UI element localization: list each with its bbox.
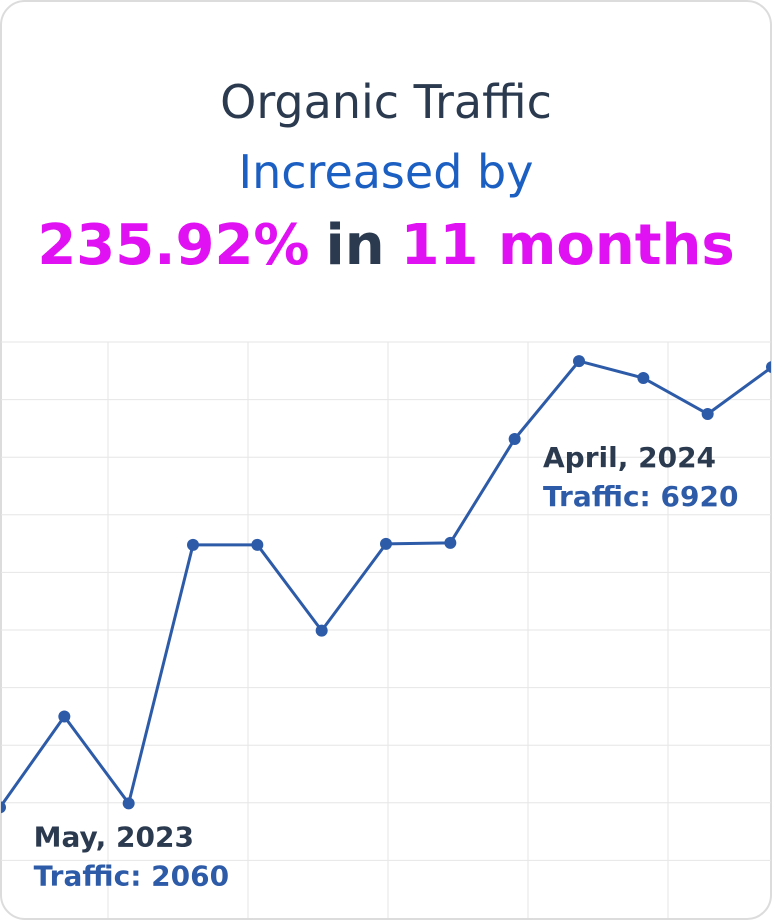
point: [766, 361, 771, 374]
annotation-date: May, 2023: [34, 820, 194, 853]
plot: May, 2023 Traffic: 2060 April, 2024 Traffic…: [1, 355, 771, 892]
point: [122, 797, 135, 810]
annotation-value: Traffic: 2060: [34, 859, 229, 892]
point: [573, 355, 585, 368]
point: [701, 407, 714, 420]
header: Organic Traffic Increased by 235.92% in 11 m…: [37, 75, 734, 278]
point: [187, 538, 199, 551]
title-line: Increased by: [239, 145, 534, 199]
title-line: Organic Traffic: [220, 75, 552, 129]
annotation-value: Traffic: 6920: [543, 480, 738, 513]
point: [1, 801, 6, 814]
point: [508, 433, 521, 446]
grid: [1, 341, 771, 918]
point: [637, 372, 650, 385]
headline-part: 11 months: [401, 213, 735, 278]
point: [251, 538, 264, 551]
headline: 235.92% in 11 months: [37, 213, 734, 278]
headline-part: in: [326, 213, 385, 278]
annotation-date: April, 2024: [543, 441, 716, 474]
headline-part: 235.92%: [37, 213, 309, 278]
point: [315, 624, 328, 637]
point: [444, 536, 457, 549]
point: [380, 537, 392, 550]
point: [58, 710, 71, 723]
